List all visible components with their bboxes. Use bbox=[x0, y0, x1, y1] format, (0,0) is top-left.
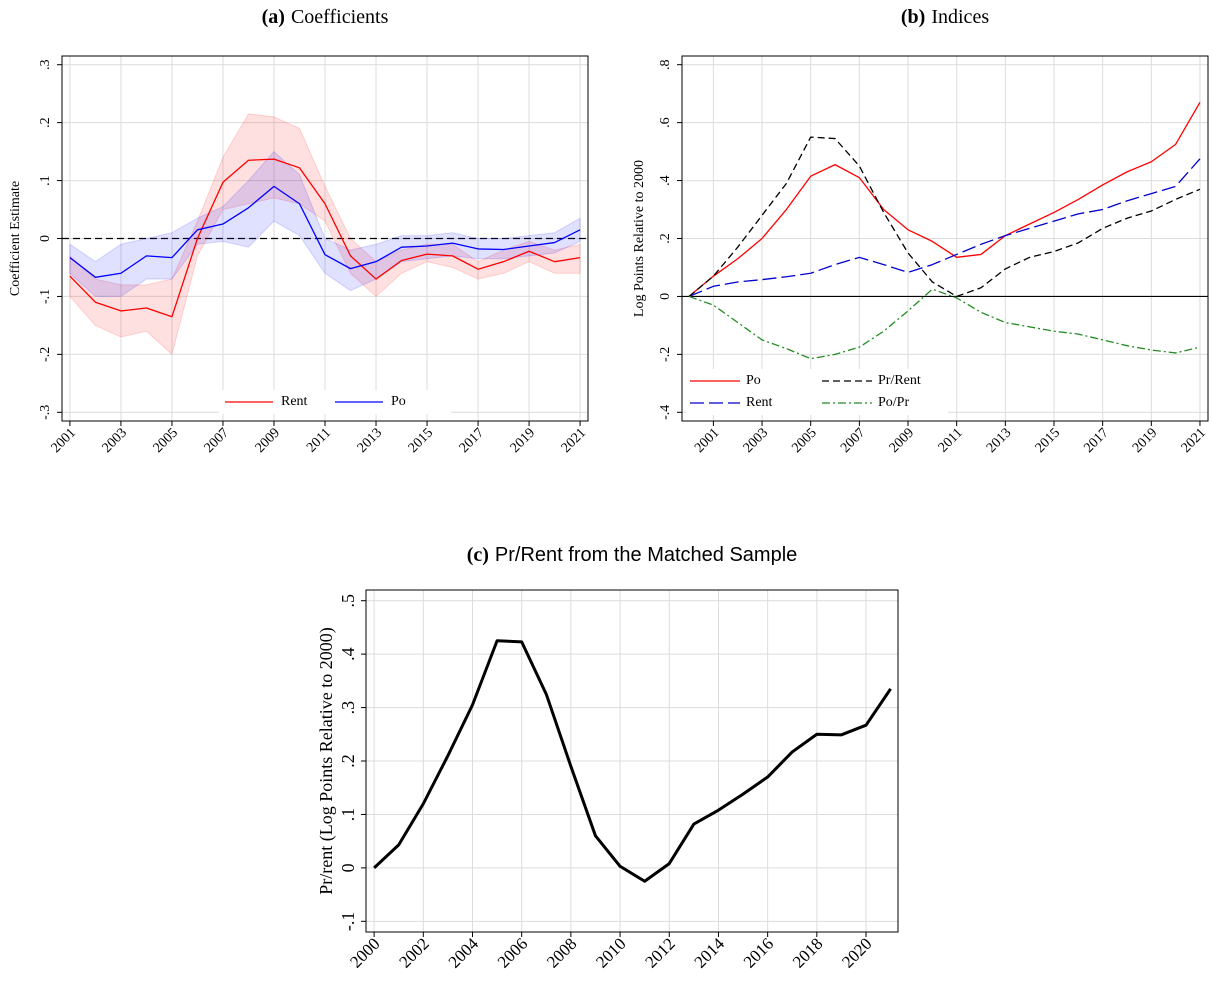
y-tick-label: .2 bbox=[38, 117, 53, 128]
x-tick-label: 2019 bbox=[1130, 425, 1160, 455]
x-tick-label: 2000 bbox=[346, 934, 383, 971]
y-tick-label: -.1 bbox=[338, 912, 358, 932]
x-tick-label: 2017 bbox=[1081, 425, 1111, 455]
legend-box bbox=[686, 369, 948, 415]
x-tick-label: 2003 bbox=[741, 425, 771, 455]
x-tick-label: 2019 bbox=[508, 425, 538, 455]
x-tick-label: 2005 bbox=[789, 425, 819, 455]
chart-title: (a) Coefficients bbox=[262, 6, 389, 28]
plot-frame bbox=[365, 589, 899, 933]
y-axis-label: Coefficient Estimate bbox=[8, 181, 23, 296]
y-tick-label: .4 bbox=[658, 175, 673, 186]
series-line bbox=[69, 185, 581, 278]
y-tick-label: -.4 bbox=[658, 405, 673, 420]
y-tick-label: .2 bbox=[338, 754, 358, 768]
confidence-band bbox=[69, 113, 581, 356]
series-line bbox=[688, 102, 1201, 297]
x-tick-label: 2001 bbox=[692, 425, 722, 455]
series-line bbox=[69, 158, 581, 318]
legend-label: Pr/Rent bbox=[878, 373, 921, 388]
series-line bbox=[373, 639, 892, 883]
y-tick-label: .1 bbox=[338, 808, 358, 822]
x-tick-label: 2014 bbox=[691, 934, 729, 972]
y-tick-label: .3 bbox=[338, 701, 358, 715]
panel-label: (a) bbox=[262, 6, 285, 28]
x-tick-label: 2015 bbox=[1033, 425, 1063, 455]
x-tick-label: 2004 bbox=[445, 934, 483, 972]
y-tick-label: .5 bbox=[338, 594, 358, 608]
title-text: Pr/Rent from the Matched Sample bbox=[495, 544, 797, 566]
chart-title: (c) Pr/Rent from the Matched Sample bbox=[467, 544, 798, 567]
y-tick-label: .4 bbox=[338, 647, 358, 661]
legend-label: Rent bbox=[746, 395, 773, 410]
y-tick-label: -.1 bbox=[38, 289, 53, 304]
y-tick-label: .6 bbox=[658, 117, 673, 128]
y-tick-label: .8 bbox=[658, 59, 673, 70]
x-tick-label: 2006 bbox=[494, 934, 531, 971]
y-tick-label: 0 bbox=[338, 863, 358, 872]
title-text: Indices bbox=[931, 6, 989, 28]
x-tick-label: 2017 bbox=[457, 425, 487, 455]
x-tick-label: 2008 bbox=[543, 934, 580, 971]
y-axis-label: Pr/rent (Log Points Relative to 2000) bbox=[316, 627, 337, 894]
x-tick-label: 2007 bbox=[202, 425, 232, 455]
y-axis-label: Log Points Relative to 2000 bbox=[632, 160, 647, 317]
x-tick-label: 2012 bbox=[641, 934, 678, 971]
confidence-band bbox=[69, 150, 581, 297]
plot-frame bbox=[61, 55, 589, 422]
plot-frame bbox=[681, 55, 1209, 422]
x-tick-label: 2011 bbox=[304, 425, 334, 455]
y-tick-label: .3 bbox=[38, 59, 53, 70]
panel-label: (c) bbox=[467, 544, 489, 566]
x-tick-label: 2003 bbox=[100, 425, 130, 455]
y-tick-label: 0 bbox=[38, 235, 53, 242]
legend-label: Rent bbox=[281, 394, 308, 409]
legend-label: Po bbox=[391, 394, 406, 409]
x-tick-label: 2013 bbox=[355, 425, 385, 455]
series-line bbox=[688, 158, 1201, 298]
y-tick-label: .1 bbox=[38, 175, 53, 186]
y-tick-label: 0 bbox=[658, 293, 673, 300]
x-tick-label: 2013 bbox=[984, 425, 1014, 455]
y-tick-label: -.2 bbox=[658, 347, 673, 362]
legend-label: Po bbox=[746, 373, 761, 388]
x-tick-label: 2010 bbox=[592, 934, 629, 971]
x-tick-label: 2007 bbox=[838, 425, 868, 455]
x-tick-label: 2015 bbox=[406, 425, 436, 455]
title-text: Coefficients bbox=[291, 6, 389, 28]
x-tick-label: 2005 bbox=[151, 425, 181, 455]
x-tick-label: 2002 bbox=[395, 934, 432, 971]
y-tick-label: -.2 bbox=[38, 347, 53, 362]
x-tick-label: 2020 bbox=[838, 934, 875, 971]
x-tick-label: 2021 bbox=[1179, 425, 1209, 455]
x-tick-label: 2016 bbox=[740, 934, 777, 971]
x-tick-label: 2011 bbox=[936, 425, 966, 455]
legend-label: Po/Pr bbox=[878, 395, 909, 410]
panel-label: (b) bbox=[901, 6, 925, 28]
x-tick-label: 2009 bbox=[253, 425, 283, 455]
x-tick-label: 2021 bbox=[559, 425, 589, 455]
chart-title: (b) Indices bbox=[901, 6, 989, 28]
series-line bbox=[688, 288, 1201, 360]
x-tick-label: 2018 bbox=[789, 934, 826, 971]
series-line bbox=[688, 136, 1201, 298]
x-tick-label: 2001 bbox=[49, 425, 79, 455]
x-tick-label: 2009 bbox=[887, 425, 917, 455]
y-tick-label: -.3 bbox=[38, 405, 53, 420]
y-tick-label: .2 bbox=[658, 233, 673, 244]
